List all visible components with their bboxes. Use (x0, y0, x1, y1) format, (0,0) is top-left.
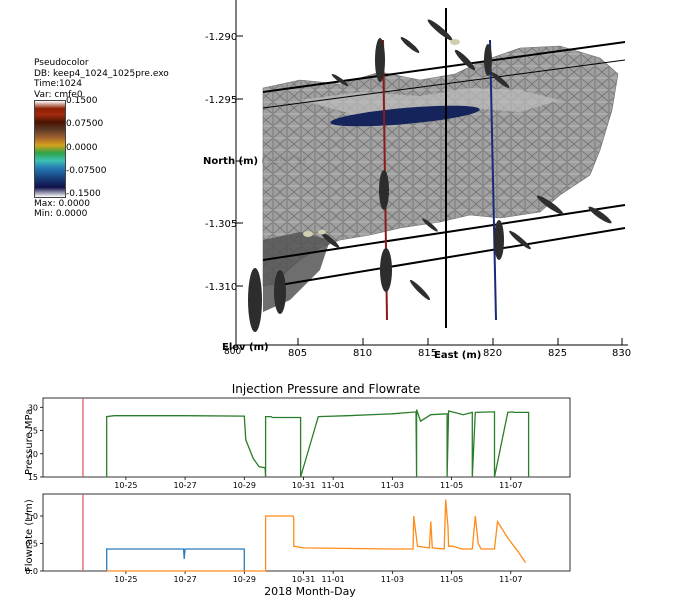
colorbar-tick: 0.0000 (66, 143, 98, 153)
flowrate-panel: Flowrate (L/m) 2018 Month-Day 0.0 0.5 1.0 1… (24, 493, 571, 598)
mesh-dark-patch (263, 232, 330, 312)
colorbar (34, 100, 66, 198)
wireframe-line (279, 227, 626, 286)
y-tick-label: 15 (28, 473, 38, 482)
x-tick-label: 810 (353, 348, 372, 359)
colorbar-tick: -0.07500 (66, 166, 107, 176)
x-tick-label: 10-29 (233, 481, 256, 490)
x-tick-label: 805 (288, 348, 307, 359)
y-tick-label: 25 (28, 427, 38, 436)
well-disk (380, 248, 392, 292)
legend-time: Time:1024 (34, 79, 82, 89)
x-tick-label: 11-07 (499, 575, 522, 584)
x-tick-label: 11-01 (322, 575, 345, 584)
well-disk (274, 270, 286, 314)
y-tick-label: 20 (28, 450, 38, 459)
series-line (106, 548, 245, 571)
x-tick-label: 825 (548, 348, 567, 359)
colorbar-tick: 0.1500 (66, 96, 98, 106)
x-ticks (297, 338, 623, 345)
x-tick-label: 10-27 (173, 481, 196, 490)
colorbar-tick: 0.07500 (66, 119, 104, 129)
3d-visualization[interactable]: -1.290 -1.295 -1.305 -1.310 North (m) (x… (0, 0, 700, 370)
colorbar-tick: -0.1500 (66, 189, 101, 199)
y-tick-label: -1.310 (205, 282, 237, 293)
x-tick-label: 11-03 (381, 575, 404, 584)
z-axis-title: Elev (m) (222, 342, 269, 353)
legend-db: DB: keep4_1024_1025pre.exo (34, 68, 169, 79)
x-tick-label: 10-25 (114, 481, 137, 490)
pressure-ylabel: Pressure MPa (24, 409, 35, 475)
x-tick-label: 830 (612, 348, 631, 359)
x-tick-label: 11-05 (440, 481, 463, 490)
y-tick-label: 30 (28, 403, 38, 412)
blue-disk (330, 105, 480, 127)
y-tick-label: 1.0 (25, 512, 38, 521)
x-tick-label: 10-25 (114, 575, 137, 584)
origin-label: 800 (224, 347, 241, 357)
pressure-panel: Pressure MPa 15 20 25 30 10-25 10-27 10-29 10-3… (24, 397, 571, 490)
x-axis-label: 2018 Month-Day (264, 585, 356, 598)
wireframe-line (262, 59, 626, 109)
y-tick-label: -1.290 (205, 32, 237, 43)
mesh-highlight (300, 88, 560, 118)
series-line (106, 409, 530, 478)
well-disk (248, 268, 262, 332)
x-tick-label: 11-01 (322, 481, 345, 490)
x-tick-label: 11-03 (381, 481, 404, 490)
y-tick-label: -1.305 (205, 219, 237, 230)
x-tick-label: 10-29 (233, 575, 256, 584)
series-line (106, 499, 527, 572)
legend-var: Var: cmfe0 (34, 89, 83, 100)
x-tick-label: 10-27 (173, 575, 196, 584)
wireframe-line (262, 41, 626, 93)
legend-max: Max: 0.0000 (34, 199, 90, 209)
fracture-disks (320, 19, 612, 301)
well-disk (375, 38, 385, 82)
y-ticks (236, 35, 243, 287)
x-tick-label: 815 (418, 348, 437, 359)
legend-min: Min: 0.0000 (34, 209, 88, 219)
y-tick-label: 0.5 (25, 540, 38, 549)
x-tick-label: 10-31 (292, 481, 315, 490)
x-tick-label: 11-07 (499, 481, 522, 490)
well-disk (484, 44, 492, 76)
well-blue (489, 39, 497, 321)
x-tick-label: 10-31 (292, 575, 315, 584)
well-disk (494, 220, 504, 260)
x-tick-label: 11-05 (440, 575, 463, 584)
flowrate-ylabel: Flowrate (L/m) (24, 499, 35, 572)
y-axis-title: North (m) (x10^3) (203, 156, 306, 167)
y-tick-label: -1.295 (205, 95, 237, 106)
x-tick-label: 820 (483, 348, 502, 359)
injection-charts: Injection Pressure and Flowrate Pressure… (24, 382, 571, 598)
well-disk (379, 170, 389, 210)
legend-plot-type: Pseudocolor (34, 58, 89, 68)
y-tick-label: 0.0 (25, 567, 38, 576)
x-axis-title: East (m) (434, 350, 481, 361)
pseudocolor-legend: Pseudocolor DB: keep4_1024_1025pre.exo T… (34, 58, 184, 100)
chart-title: Injection Pressure and Flowrate (232, 382, 420, 396)
fracture-highlights (303, 39, 460, 237)
wireframe-line (262, 204, 626, 261)
